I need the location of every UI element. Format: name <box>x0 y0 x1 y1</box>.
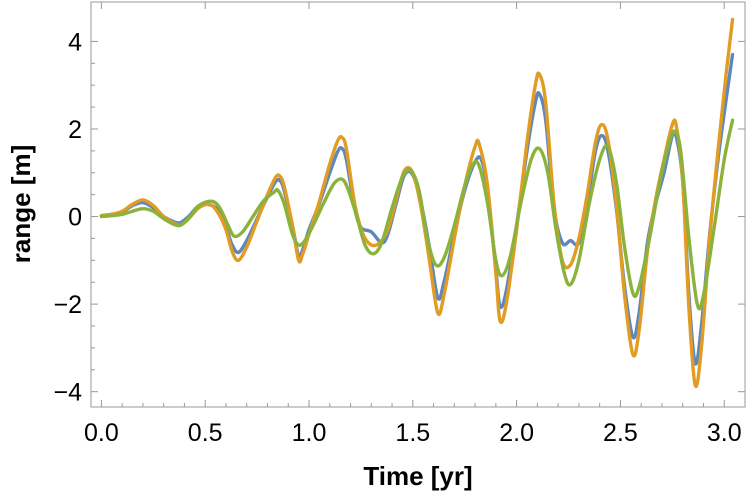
y-axis-title: range [m] <box>6 145 36 263</box>
y-tick-label-1: −2 <box>53 291 82 319</box>
y-tick-label-0: −4 <box>53 379 82 407</box>
y-tick-label-4: 4 <box>68 28 82 56</box>
series-line-3 <box>99 118 735 311</box>
y-tick-label-2: 0 <box>68 204 82 232</box>
x-tick-label-0: 0.0 <box>84 419 119 447</box>
x-axis-ticks: 0.0 0.5 1.0 1.5 2.0 2.5 3.0 <box>84 2 742 447</box>
x-axis-title: Time [yr] <box>363 461 472 491</box>
x-tick-label-1: 0.5 <box>188 419 223 447</box>
x-tick-label-6: 3.0 <box>707 419 742 447</box>
plot-frame <box>90 1 746 408</box>
series-line-2 <box>99 17 735 389</box>
x-tick-label-5: 2.5 <box>603 419 638 447</box>
x-tick-label-4: 2.0 <box>499 419 534 447</box>
y-tick-label-3: 2 <box>68 116 82 144</box>
x-tick-label-3: 1.5 <box>395 419 430 447</box>
x-tick-label-2: 1.0 <box>292 419 327 447</box>
y-axis-ticks: −4 −2 0 2 4 <box>53 28 745 407</box>
series-layer <box>99 17 735 389</box>
